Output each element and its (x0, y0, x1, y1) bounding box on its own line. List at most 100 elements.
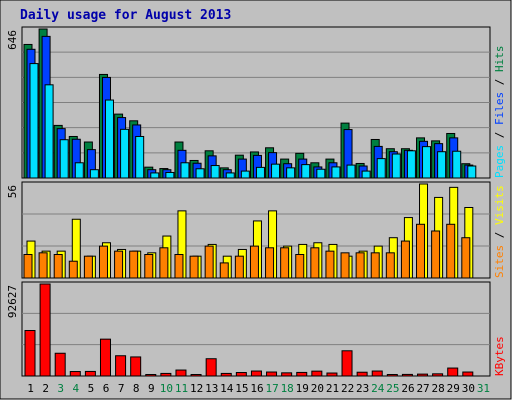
pages-bar (286, 167, 296, 179)
kbytes-bar (160, 372, 172, 377)
kbytes-bar (296, 371, 308, 377)
day-tick-label: 26 (401, 382, 414, 395)
sites-visits-max-label: 56 (6, 185, 19, 198)
sites-bar (23, 254, 33, 279)
pages-bar (376, 158, 386, 179)
pages-bar (240, 170, 250, 179)
kbytes-bar (386, 374, 398, 377)
pages-bar (422, 146, 432, 179)
kbytes-bar (190, 374, 202, 377)
pages-bar (74, 162, 84, 179)
chart-title: Daily usage for August 2013 (20, 8, 231, 23)
sites-bar (385, 252, 395, 279)
pages-bar (301, 164, 311, 179)
day-tick-label: 5 (88, 382, 95, 395)
sites-bar (355, 252, 365, 279)
kbytes-bar (326, 372, 338, 377)
day-tick-label: 30 (462, 382, 475, 395)
legend-entry: Sites (493, 245, 506, 278)
sites-bar (204, 245, 214, 279)
kbytes-bar (401, 373, 413, 377)
day-tick-label: 18 (281, 382, 294, 395)
sites-bar (280, 247, 290, 279)
day-tick-label: 13 (205, 382, 218, 395)
hits-files-pages-panel: 646 Pages / Files / Hits (6, 26, 506, 179)
sites-bar (265, 247, 275, 279)
day-tick-label: 14 (220, 382, 234, 395)
kbytes-bar (69, 371, 81, 377)
kbytes-bar (205, 358, 217, 377)
sites-bar (83, 255, 93, 279)
hits-files-pages-legend: Pages / Files / Hits (493, 46, 506, 179)
sites-bar (249, 245, 259, 279)
kbytes-bar (432, 373, 444, 377)
day-tick-label: 11 (175, 382, 188, 395)
sites-bar (325, 250, 335, 279)
kbytes-max-label: 92627 (6, 285, 19, 318)
day-tick-label: 12 (190, 382, 203, 395)
pages-bar (104, 99, 114, 179)
pages-bar (271, 163, 281, 179)
kbytes-bar (266, 371, 278, 377)
pages-bar (437, 151, 447, 179)
sites-bar (189, 255, 199, 279)
kbytes-legend: KBytes (493, 336, 506, 376)
legend-entry: Visits (493, 185, 506, 225)
sites-visits-legend: Sites / Visits (493, 185, 506, 278)
kbytes-bar (356, 371, 368, 377)
day-tick-label: 1 (27, 382, 34, 395)
day-tick-label: 20 (311, 382, 324, 395)
day-tick-label: 21 (326, 382, 339, 395)
pages-bar (195, 168, 205, 179)
pages-bar (180, 162, 190, 179)
day-tick-label: 2 (42, 382, 49, 395)
sites-bar (461, 237, 471, 279)
kbytes-bar (417, 373, 429, 377)
day-tick-label: 15 (235, 382, 248, 395)
kbytes-bar (99, 338, 111, 377)
kbytes-bar (462, 371, 474, 377)
sites-bar (68, 260, 78, 279)
sites-bar (98, 245, 108, 279)
legend-entry: / (493, 72, 506, 92)
day-tick-label: 8 (133, 382, 140, 395)
sites-bar (370, 252, 380, 279)
day-tick-label: 28 (432, 382, 445, 395)
sites-bar (400, 240, 410, 279)
hits-files-pages-max-label: 646 (6, 30, 19, 50)
pages-bar (406, 150, 416, 179)
sites-bar (295, 254, 305, 279)
pages-bar (255, 166, 265, 179)
pages-bar (150, 172, 160, 179)
legend-entry: Hits (493, 46, 506, 73)
legend-entry: / (493, 225, 506, 245)
kbytes-panel: 92627 KBytes (6, 281, 506, 377)
day-tick-label: 25 (386, 382, 399, 395)
legend-entry: Pages (493, 145, 506, 178)
pages-bar (346, 164, 356, 179)
sites-bar (174, 254, 184, 279)
kbytes-bar (311, 370, 323, 377)
day-tick-label: 3 (57, 382, 64, 395)
legend-entry: KBytes (493, 336, 506, 376)
pages-bar (331, 166, 341, 179)
kbytes-bar (371, 370, 383, 377)
kbytes-bar (341, 350, 353, 377)
kbytes-bar (54, 352, 66, 377)
day-tick-label: 7 (118, 382, 125, 395)
sites-bar (144, 254, 154, 279)
sites-visits-panel: 56 Sites / Visits (6, 181, 506, 279)
sites-bar (219, 262, 229, 279)
day-tick-label: 24 (371, 382, 385, 395)
day-tick-label: 23 (356, 382, 369, 395)
kbytes-plot-area (21, 281, 491, 377)
day-tick-label: 9 (148, 382, 155, 395)
kbytes-bar (175, 369, 187, 377)
pages-bar (316, 168, 326, 179)
pages-bar (391, 153, 401, 179)
day-tick-label: 29 (447, 382, 460, 395)
pages-bar (89, 169, 99, 179)
day-tick-label: 19 (296, 382, 309, 395)
sites-bar (310, 247, 320, 279)
